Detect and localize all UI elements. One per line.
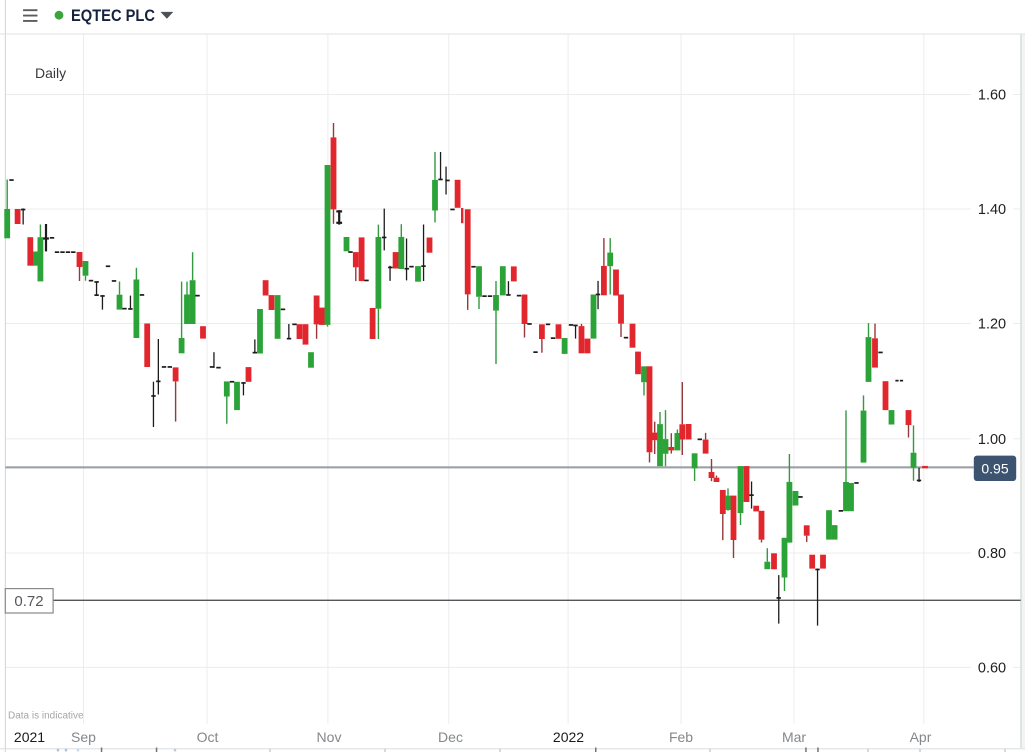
svg-text:Daily: Daily: [35, 65, 66, 81]
svg-text:1.60: 1.60: [978, 88, 1006, 104]
svg-text:1.00: 1.00: [978, 432, 1006, 448]
svg-text:Mar: Mar: [782, 729, 806, 745]
svg-text:Nov: Nov: [317, 729, 342, 745]
svg-text:Sep: Sep: [71, 729, 96, 745]
svg-text:0.60: 0.60: [978, 661, 1006, 677]
svg-text:Apr: Apr: [910, 729, 932, 745]
svg-text:Data is indicative: Data is indicative: [8, 711, 84, 722]
svg-text:0.80: 0.80: [978, 546, 1006, 562]
svg-text:Feb: Feb: [669, 729, 693, 745]
svg-text:0.95: 0.95: [981, 460, 1008, 476]
svg-text:Dec: Dec: [438, 729, 463, 745]
svg-text:2022: 2022: [553, 729, 584, 745]
svg-text:EQTEC PLC: EQTEC PLC: [71, 6, 155, 25]
svg-text:Oct: Oct: [197, 729, 219, 745]
svg-text:1.20: 1.20: [978, 317, 1006, 333]
svg-text:0.72: 0.72: [14, 593, 43, 610]
svg-text:1.40: 1.40: [978, 202, 1006, 218]
svg-text:2021: 2021: [14, 729, 45, 745]
